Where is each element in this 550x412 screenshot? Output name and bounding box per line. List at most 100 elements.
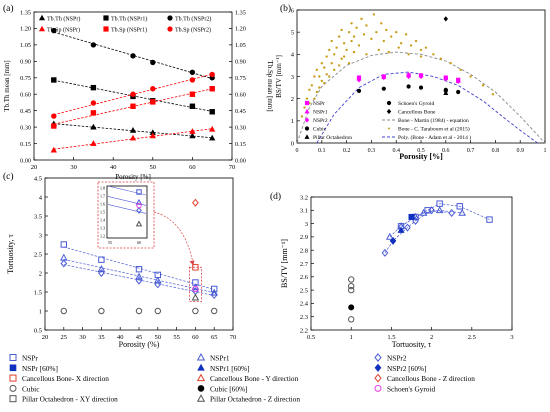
y-tick-label: 2.8 bbox=[300, 248, 308, 255]
x-tick-label: 25 bbox=[61, 334, 68, 341]
data-point bbox=[330, 39, 333, 43]
data-point bbox=[377, 48, 381, 52]
inset-tick-label: 1.2 bbox=[100, 234, 105, 239]
data-point bbox=[303, 106, 306, 109]
legend-marker bbox=[197, 385, 205, 392]
data-point bbox=[418, 85, 424, 90]
y-tick-label: 0.45 bbox=[235, 108, 246, 115]
legend-label: Tb.Th (NSPr2) bbox=[175, 16, 211, 23]
legend-label: Cancellous Bone- X direction bbox=[22, 374, 109, 383]
y-tick-label: 6 bbox=[291, 7, 295, 14]
x-tick-label: 2 bbox=[430, 334, 433, 341]
y-axis-label: BS/TV [mm⁻¹] bbox=[275, 55, 283, 98]
data-point bbox=[348, 304, 355, 311]
y-tick-label: 1.05 bbox=[235, 42, 246, 49]
inset-trend-line bbox=[107, 185, 147, 196]
data-point bbox=[150, 99, 156, 105]
trend-line bbox=[53, 31, 213, 80]
data-point bbox=[406, 84, 411, 89]
data-point bbox=[439, 57, 443, 60]
data-point bbox=[448, 208, 456, 217]
legend-label: Cancellous Bone - Z direction bbox=[387, 374, 475, 383]
y-tick-label: 0.90 bbox=[20, 59, 31, 66]
y-tick-label: 2.6 bbox=[300, 274, 309, 281]
data-point bbox=[456, 78, 461, 85]
legend-marker bbox=[374, 384, 382, 392]
y-tick-label: 1 bbox=[291, 118, 294, 125]
data-point bbox=[154, 307, 162, 315]
data-point bbox=[323, 66, 326, 69]
data-point bbox=[60, 307, 67, 315]
legend-label: Tb.Sp (NSPr) bbox=[47, 27, 80, 34]
legend-label: NSPr2 [60%] bbox=[387, 364, 427, 373]
data-point bbox=[491, 93, 495, 96]
data-point bbox=[419, 55, 423, 58]
x-tick-label: 45 bbox=[136, 334, 143, 341]
data-point bbox=[456, 203, 463, 210]
data-point bbox=[135, 307, 143, 315]
x-axis-label: Porosity [%] bbox=[399, 152, 443, 161]
data-point bbox=[459, 68, 462, 72]
inset-point bbox=[135, 198, 143, 205]
legend-label: Pillar Octahedron - XY direction bbox=[22, 395, 118, 404]
x-tick-label: 1 bbox=[544, 148, 547, 154]
data-point bbox=[469, 75, 472, 78]
panel-label: (b) bbox=[280, 3, 291, 14]
panel-d: (d) 0.5 1 1.5 2 2.5 3 2.2 2.3 2.4 2.5 2.6 2.7 2.8 2.9 3… bbox=[270, 191, 514, 349]
data-point bbox=[130, 53, 136, 59]
x-tick-label: 0.5 bbox=[417, 148, 425, 154]
legend-marker bbox=[196, 353, 206, 361]
data-point bbox=[51, 77, 57, 83]
legend-label: Tb.Th (NSPr) bbox=[47, 16, 80, 23]
y-tick-label: 1.05 bbox=[20, 42, 31, 49]
panel-label: (a) bbox=[3, 3, 14, 14]
data-point bbox=[356, 88, 362, 94]
data-point bbox=[189, 91, 196, 97]
data-point bbox=[370, 37, 373, 41]
data-point bbox=[350, 39, 353, 43]
data-point bbox=[486, 216, 493, 223]
x-tick-label: 40 bbox=[117, 334, 124, 341]
data-point bbox=[458, 208, 466, 216]
data-point bbox=[335, 46, 338, 49]
data-point bbox=[135, 276, 143, 285]
legend-marker bbox=[304, 108, 310, 114]
data-point bbox=[209, 71, 215, 78]
panel-a: (a)20 30 40 50 60 700.000.150.300.450.600.750… bbox=[3, 3, 274, 181]
data-point bbox=[90, 84, 97, 91]
y-tick-label: 3.5 bbox=[34, 213, 42, 220]
data-point bbox=[375, 30, 378, 34]
data-point bbox=[154, 280, 162, 289]
data-point bbox=[347, 61, 351, 65]
legend-marker bbox=[9, 354, 17, 361]
y-tick-label: 0.30 bbox=[235, 124, 246, 131]
data-point bbox=[189, 132, 196, 139]
y-axis-label: Tb.Th mean [mm] bbox=[3, 60, 11, 112]
data-point bbox=[348, 316, 355, 323]
data-point bbox=[192, 285, 199, 293]
legend-label: Tb.Sp (NSPr1) bbox=[111, 27, 147, 34]
data-point bbox=[149, 132, 156, 139]
y-tick-label: 0.60 bbox=[235, 92, 246, 99]
data-point bbox=[347, 30, 351, 34]
y-tick-label: 0.5 bbox=[34, 327, 42, 334]
data-point bbox=[382, 39, 386, 43]
data-point bbox=[90, 42, 97, 48]
plot-frame bbox=[33, 11, 233, 161]
y-tick-label: 2.4 bbox=[300, 301, 309, 308]
y-tick-label: 2.9 bbox=[300, 234, 308, 241]
data-point bbox=[189, 103, 196, 109]
legend-label: Poly. (Bone - Adam et al - 2014 ) bbox=[398, 134, 471, 141]
data-point bbox=[90, 110, 97, 116]
data-point bbox=[381, 248, 389, 257]
legend-label: Pillar Octahedron - Z direction bbox=[210, 395, 300, 404]
y-tick-label: 1 bbox=[39, 308, 42, 315]
x-tick-label: 0 bbox=[296, 148, 299, 154]
data-point bbox=[443, 76, 448, 82]
data-point bbox=[210, 291, 218, 300]
data-point bbox=[340, 28, 343, 32]
data-point bbox=[380, 22, 383, 25]
data-point bbox=[209, 125, 216, 132]
data-point bbox=[337, 64, 341, 67]
fit-curve bbox=[296, 51, 546, 144]
